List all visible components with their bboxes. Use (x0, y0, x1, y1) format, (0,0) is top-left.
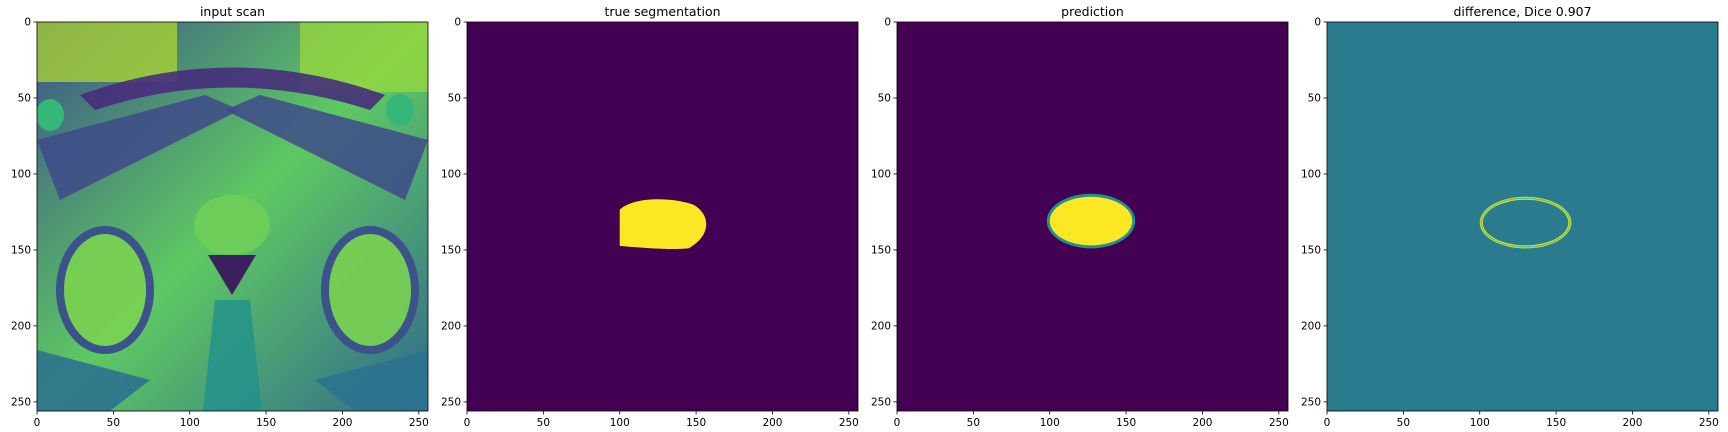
y-tick-label: 100 (871, 168, 891, 180)
x-tick-label: 0 (34, 417, 41, 429)
x-tick-label: 50 (537, 417, 550, 429)
true-segmentation-region (619, 199, 707, 250)
y-tick-label: 250 (871, 396, 891, 408)
x-tick-label: 150 (1116, 417, 1136, 429)
x-tick-label: 150 (1546, 417, 1566, 429)
x-tick-label: 0 (1324, 417, 1331, 429)
panel-input-scan: input scan 0 50 100 150 200 25005010015020025… (11, 4, 429, 429)
scan-femur-right-top (386, 94, 414, 126)
panel-true-segmentation: true segmentation 0 50 100 150 200 2500501001… (441, 4, 859, 429)
y-tick-label: 50 (878, 92, 891, 104)
x-tick-label: 50 (1397, 417, 1410, 429)
y-tick-label: 250 (11, 396, 31, 408)
x-tick-label: 0 (894, 417, 901, 429)
x-tick-label: 150 (256, 417, 276, 429)
x-tick-label: 100 (1470, 417, 1490, 429)
prediction-region (1049, 196, 1133, 246)
prediction-image (897, 22, 1288, 411)
scan-hip-left (60, 230, 150, 350)
x-tick-label: 50 (967, 417, 980, 429)
scan-prostate (194, 195, 270, 255)
y-tick-label: 150 (441, 244, 461, 256)
scan-rectum (208, 255, 256, 295)
panel-prediction: prediction 0 50 100 150 200 25005010015020025… (871, 4, 1289, 429)
scan-hip-right-ring (321, 226, 419, 354)
x-tick-label: 100 (610, 417, 630, 429)
scan-center-band (203, 300, 262, 411)
y-tick-label: 100 (11, 168, 31, 180)
y-tick-label: 150 (1301, 244, 1321, 256)
scan-lower-left (37, 350, 150, 411)
panel-title-true-segmentation: true segmentation (604, 4, 720, 19)
y-tick-label: 0 (24, 17, 31, 29)
difference-ring-mid (1480, 197, 1571, 248)
axes-frame-prediction (896, 21, 1289, 412)
y-tick-label: 200 (871, 320, 891, 332)
x-tick-label: 100 (180, 417, 200, 429)
y-tick-label: 100 (1301, 168, 1321, 180)
y-tick-label: 100 (441, 168, 461, 180)
y-tick-label: 0 (1314, 17, 1321, 29)
y-tick-label: 250 (441, 396, 461, 408)
axes-frame-difference (1326, 21, 1719, 412)
panel-title-prediction: prediction (1061, 4, 1124, 19)
y-tick-label: 50 (448, 92, 461, 104)
scan-bright-upper-left (37, 22, 177, 82)
scan-lower-right (315, 350, 428, 411)
panel-difference: difference, Dice 0.907 0 50 100 150 200 25005… (1301, 4, 1719, 429)
x-tick-label: 50 (107, 417, 120, 429)
y-tick-label: 150 (871, 244, 891, 256)
panel-title-input-scan: input scan (200, 4, 265, 19)
scan-muscle-right (225, 95, 428, 200)
scan-hip-right (325, 230, 415, 350)
x-tick-label: 200 (762, 417, 782, 429)
axes-frame-true-segmentation (466, 21, 859, 412)
axes-frame-input-scan (36, 21, 429, 412)
x-tick-label: 0 (464, 417, 471, 429)
difference-image (1327, 22, 1718, 411)
y-tick-label: 50 (1308, 92, 1321, 104)
scan-muscle-left (37, 95, 240, 200)
y-tick-label: 200 (11, 320, 31, 332)
x-tick-label: 250 (839, 417, 859, 429)
x-tick-label: 200 (1622, 417, 1642, 429)
y-tick-label: 50 (18, 92, 31, 104)
y-tick-label: 200 (1301, 320, 1321, 332)
y-tick-label: 0 (454, 17, 461, 29)
input-scan-image (37, 22, 428, 411)
scan-hip-left-ring (56, 226, 154, 354)
scan-upper-arch (80, 67, 385, 110)
x-tick-label: 150 (686, 417, 706, 429)
y-tick-label: 250 (1301, 396, 1321, 408)
difference-agreement-region (1482, 199, 1569, 246)
x-tick-label: 200 (1192, 417, 1212, 429)
y-tick-label: 200 (441, 320, 461, 332)
x-tick-label: 250 (1269, 417, 1289, 429)
panel-title-difference: difference, Dice 0.907 (1453, 4, 1591, 19)
y-tick-label: 0 (884, 17, 891, 29)
x-tick-label: 200 (332, 417, 352, 429)
scan-femur-left-top (37, 99, 64, 131)
x-tick-label: 250 (409, 417, 429, 429)
x-tick-label: 250 (1699, 417, 1719, 429)
true-segmentation-image (467, 22, 858, 411)
y-tick-label: 150 (11, 244, 31, 256)
x-tick-label: 100 (1040, 417, 1060, 429)
